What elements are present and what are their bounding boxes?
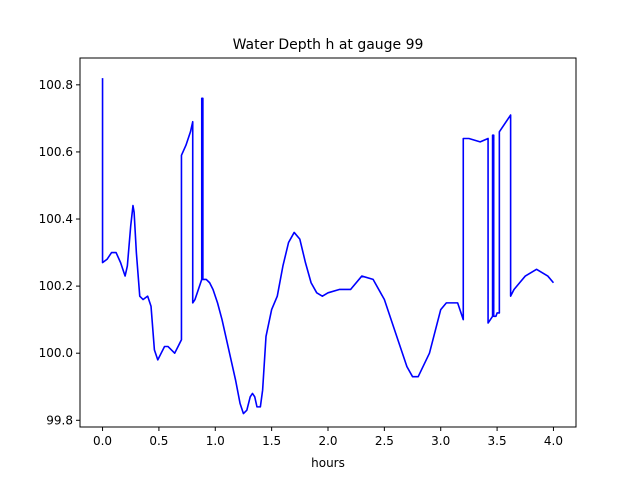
x-tick-label: 1.5 (262, 434, 281, 448)
x-tick-label: 2.0 (318, 434, 337, 448)
chart-title: Water Depth h at gauge 99 (233, 37, 424, 53)
x-tick-label: 2.5 (375, 434, 394, 448)
plot-area (101, 78, 555, 415)
series-line-0 (101, 78, 555, 415)
x-axis-ticks: 0.0 0.5 1.0 1.5 2.0 2.5 3.0 3.5 4.0 (93, 427, 563, 448)
y-axis-ticks: 99.8 100.0 100.2 100.4 100.6 100.8 (39, 78, 80, 427)
x-tick-label: 3.5 (488, 434, 507, 448)
y-tick-label: 100.4 (39, 212, 73, 226)
x-tick-label: 0.5 (149, 434, 168, 448)
y-tick-label: 100.2 (39, 279, 73, 293)
y-tick-label: 99.8 (46, 413, 73, 427)
x-tick-label: 0.0 (93, 434, 112, 448)
plot-frame (79, 57, 577, 428)
x-tick-label: 1.0 (206, 434, 225, 448)
y-tick-label: 100.0 (39, 346, 73, 360)
x-tick-label: 3.0 (431, 434, 450, 448)
y-tick-label: 100.6 (39, 145, 73, 159)
y-tick-label: 100.8 (39, 78, 73, 92)
x-tick-label: 4.0 (544, 434, 563, 448)
x-axis-label: hours (311, 456, 345, 470)
